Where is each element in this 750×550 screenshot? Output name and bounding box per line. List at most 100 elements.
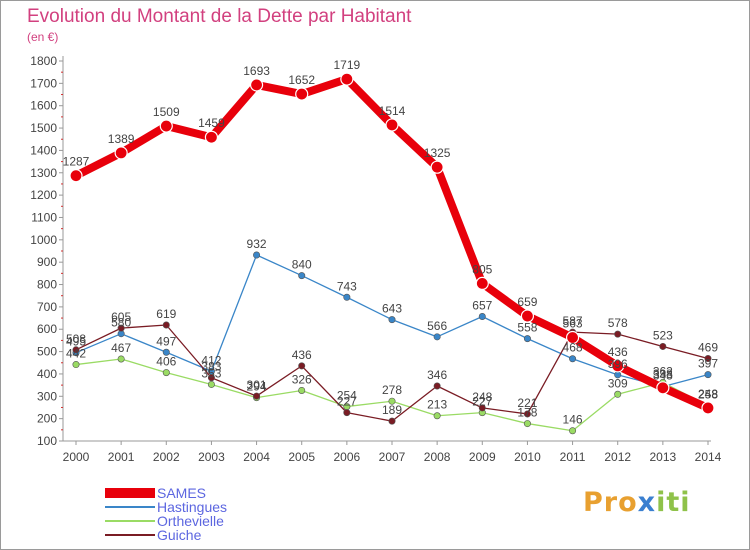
data-label-sames: 436 <box>608 345 628 359</box>
data-label-orthevielle: 146 <box>563 413 583 427</box>
data-label-sames: 1693 <box>243 64 270 78</box>
data-label-orthevielle: 467 <box>111 341 131 355</box>
data-label-guiche: 221 <box>517 396 537 410</box>
legend-item-sames: SAMES <box>105 486 227 500</box>
legend-label-orthevielle: Orthevielle <box>157 513 224 529</box>
data-label-orthevielle: 254 <box>337 389 357 403</box>
x-tick-label: 2007 <box>379 450 406 464</box>
data-point-sames <box>701 401 715 415</box>
data-point-guiche <box>298 362 306 370</box>
data-label-hastingues: 840 <box>292 258 312 272</box>
data-point-guiche <box>162 321 170 329</box>
y-tick-label: 100 <box>37 434 57 448</box>
y-tick-label: 200 <box>37 412 57 426</box>
legend-label-hastingues: Hastingues <box>157 499 228 515</box>
data-label-guiche: 523 <box>653 328 673 342</box>
data-label-guiche: 469 <box>698 341 718 355</box>
x-tick-label: 2006 <box>334 450 361 464</box>
y-tick-label: 1000 <box>30 233 57 247</box>
data-label-hastingues: 932 <box>247 237 267 251</box>
data-label-guiche: 578 <box>608 316 628 330</box>
x-tick-label: 2000 <box>63 450 90 464</box>
data-label-sames: 248 <box>698 387 718 401</box>
data-point-hastingues <box>253 251 261 259</box>
data-point-hastingues <box>704 371 712 379</box>
legend-item-hastingues: Hastingues <box>105 500 227 514</box>
data-point-sames <box>656 381 670 395</box>
data-label-sames: 1459 <box>198 116 225 130</box>
y-tick-label: 700 <box>37 300 57 314</box>
y-tick-label: 1200 <box>30 188 57 202</box>
y-tick-label: 300 <box>37 389 57 403</box>
data-label-orthevielle: 294 <box>247 380 267 394</box>
x-tick-label: 2014 <box>695 450 722 464</box>
data-point-guiche <box>433 382 441 390</box>
x-tick-label: 2008 <box>424 450 451 464</box>
data-point-sames <box>249 78 264 92</box>
data-point-orthevielle <box>614 390 622 398</box>
data-point-sames <box>520 309 535 323</box>
logo-part-3: iti <box>656 487 691 518</box>
data-label-guiche: 189 <box>382 403 402 417</box>
data-label-hastingues: 643 <box>382 302 402 316</box>
data-label-sames: 1287 <box>63 155 90 169</box>
data-label-hastingues: 495 <box>66 335 86 349</box>
data-label-orthevielle: 278 <box>382 383 402 397</box>
data-point-hastingues <box>433 333 441 341</box>
x-tick-label: 2010 <box>514 450 541 464</box>
data-label-hastingues: 743 <box>337 279 357 293</box>
legend: SAMES Hastingues Orthevielle Guiche <box>105 486 227 542</box>
data-label-guiche: 383 <box>201 360 221 374</box>
y-tick-label: 1700 <box>30 76 57 90</box>
x-tick-label: 2002 <box>153 450 180 464</box>
data-label-hastingues: 558 <box>517 321 537 335</box>
x-tick-label: 2012 <box>604 450 631 464</box>
data-point-orthevielle <box>523 420 531 428</box>
data-label-orthevielle: 442 <box>66 347 86 361</box>
data-point-guiche <box>478 404 486 412</box>
y-tick-label: 1800 <box>30 54 57 68</box>
data-point-hastingues <box>388 316 396 324</box>
data-label-hastingues: 497 <box>156 334 176 348</box>
data-label-guiche: 508 <box>66 332 86 346</box>
data-label-sames: 1719 <box>334 58 361 72</box>
data-label-orthevielle: 362 <box>653 364 673 378</box>
proxiti-logo: Proxiti <box>583 487 691 518</box>
data-point-sames <box>340 72 354 86</box>
data-point-guiche <box>388 417 396 425</box>
data-point-orthevielle <box>72 361 80 369</box>
x-tick-label: 2009 <box>469 450 496 464</box>
logo-part-2: x <box>637 487 657 518</box>
data-label-orthevielle: 258 <box>698 388 718 402</box>
y-tick-label: 800 <box>37 278 57 292</box>
legend-swatch-orthevielle <box>105 520 155 522</box>
data-label-guiche: 605 <box>111 310 131 324</box>
data-label-orthevielle: 309 <box>608 376 628 390</box>
data-point-hastingues <box>343 293 351 301</box>
x-tick-label: 2001 <box>108 450 135 464</box>
data-point-orthevielle <box>569 427 577 435</box>
data-label-hastingues: 657 <box>472 298 492 312</box>
legend-item-orthevielle: Orthevielle <box>105 514 227 528</box>
data-point-guiche <box>253 392 261 400</box>
y-tick-label: 1600 <box>30 99 57 113</box>
data-label-hastingues: 412 <box>201 353 221 367</box>
data-point-sames <box>295 87 309 101</box>
data-label-guiche: 619 <box>156 307 176 321</box>
data-label-orthevielle: 326 <box>292 372 312 386</box>
data-point-hastingues <box>162 348 170 356</box>
data-label-sames: 1325 <box>424 146 451 160</box>
data-label-sames: 805 <box>472 262 492 276</box>
data-label-sames: 1509 <box>153 105 180 119</box>
data-label-guiche: 227 <box>337 395 357 409</box>
data-point-hastingues <box>569 355 577 363</box>
data-label-hastingues: 580 <box>111 316 131 330</box>
data-point-sames <box>475 276 489 291</box>
unit-label: (en €) <box>27 30 59 44</box>
data-label-hastingues: 343 <box>653 369 673 383</box>
data-label-orthevielle: 213 <box>427 398 447 412</box>
y-tick-label: 1100 <box>31 210 57 224</box>
data-point-guiche <box>72 346 80 354</box>
data-point-guiche <box>704 355 712 363</box>
data-label-sames: 1389 <box>108 132 135 146</box>
